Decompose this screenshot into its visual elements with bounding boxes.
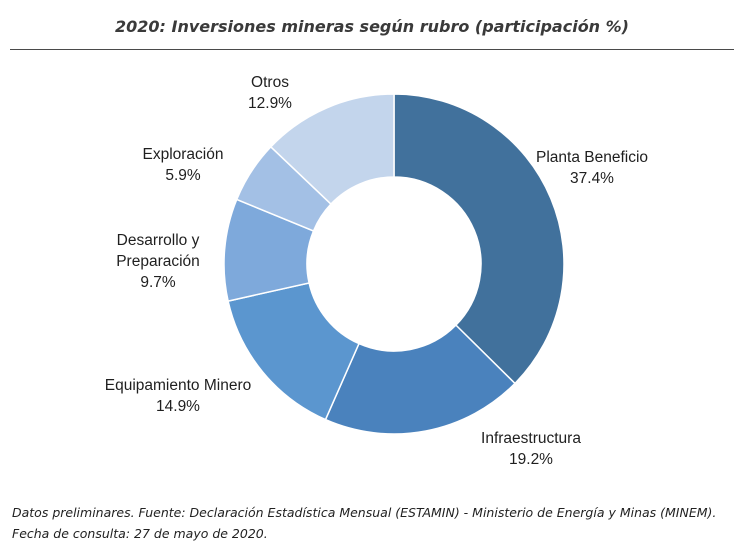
slice-name-label: Exploración	[143, 146, 224, 163]
label-infraestructura: Infraestructura 19.2%	[481, 430, 581, 468]
slice-value-label: 19.2%	[509, 451, 553, 468]
slice-infraestructura	[324, 324, 517, 435]
slice-otros	[269, 93, 395, 206]
label-desarrollo-y-preparaci-n: Desarrollo y Preparación 9.7%	[116, 232, 200, 291]
slice-value-label: 12.9%	[248, 95, 292, 112]
label-planta-beneficio: Planta Beneficio 37.4%	[536, 149, 648, 187]
slice-value-label: 5.9%	[165, 167, 201, 184]
footer-query-date: Fecha de consulta: 27 de mayo de 2020.	[12, 526, 268, 541]
slice-planta-beneficio	[393, 93, 565, 385]
slice-value-label: 9.7%	[140, 274, 176, 291]
slice-name-label: Preparación	[116, 253, 200, 270]
footer-source-note: Datos preliminares. Fuente: Declaración …	[12, 505, 717, 520]
label-exploraci-n: Exploración 5.9%	[143, 146, 224, 184]
label-equipamiento-minero: Equipamiento Minero 14.9%	[105, 377, 251, 415]
label-group: Planta Beneficio 37.4% Infraestructura 19.2…	[105, 74, 648, 468]
chart-footer: Datos preliminares. Fuente: Declaración …	[12, 502, 742, 544]
donut-chart: Planta Beneficio 37.4% Infraestructura 19.2…	[105, 74, 648, 468]
slice-name-label: Infraestructura	[481, 430, 581, 447]
title-divider	[10, 49, 734, 50]
slice-name-label: Desarrollo y	[117, 232, 200, 249]
slice-name-label: Equipamiento Minero	[105, 377, 251, 394]
slice-value-label: 14.9%	[156, 398, 200, 415]
chart-title: 2020: Inversiones mineras según rubro (p…	[115, 17, 629, 36]
slice-name-label: Planta Beneficio	[536, 149, 648, 166]
label-otros: Otros 12.9%	[248, 74, 292, 112]
slice-name-label: Otros	[251, 74, 289, 91]
slice-group	[223, 93, 565, 435]
slice-value-label: 37.4%	[570, 170, 614, 187]
